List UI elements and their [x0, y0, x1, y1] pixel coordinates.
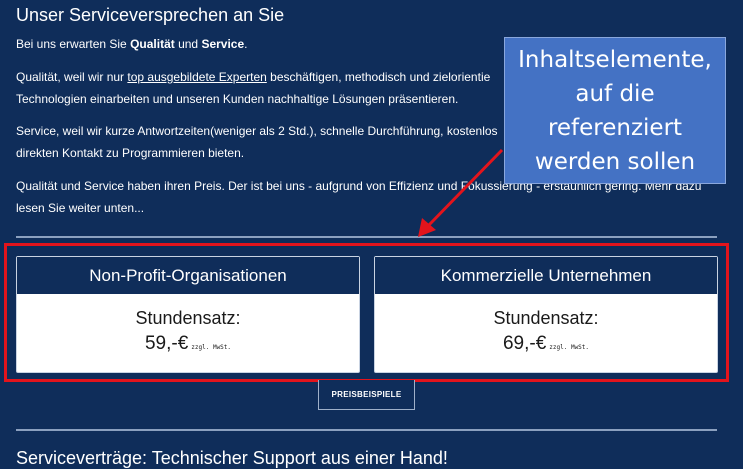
intro-text: .: [244, 37, 248, 51]
text: beschäftigen, methodisch und zielorienti…: [266, 70, 491, 84]
price-value: 69,-€: [502, 333, 547, 354]
pricing-card-commercial: Kommerzielle Unternehmen Stundensatz: 69…: [374, 256, 718, 373]
card-rate-label: Stundensatz:: [135, 308, 241, 328]
price-value: 59,-€: [144, 333, 189, 354]
card-title: Kommerzielle Unternehmen: [375, 257, 717, 294]
card-price: 69,-€ zzgl. MwSt.: [375, 333, 717, 355]
next-section-title: Serviceverträge: Technischer Support aus…: [16, 448, 448, 468]
card-rate-label: Stundensatz:: [493, 308, 599, 328]
pricing-card-nonprofit: Non-Profit-Organisationen Stundensatz: 5…: [16, 256, 360, 373]
divider: [16, 429, 717, 431]
intro-text: Bei uns erwarten Sie: [16, 37, 131, 51]
paragraph-service-line1: Service, weil wir kurze Antwortzeiten(we…: [16, 124, 498, 138]
divider: [16, 236, 717, 238]
annotation-text: Inhaltselemente, auf die referenziert we…: [518, 46, 712, 175]
experts-link[interactable]: top ausgebildete Experten: [127, 70, 267, 84]
intro-paragraph: Bei uns erwarten Sie Qualität und Servic…: [16, 37, 247, 51]
annotation-callout: Inhaltselemente, auf die referenziert we…: [504, 37, 726, 184]
card-title: Non-Profit-Organisationen: [17, 257, 359, 294]
intro-text: und: [174, 37, 202, 51]
paragraph-service-line2: direkten Kontakt zu Programmieren bieten…: [16, 146, 245, 160]
price-examples-button[interactable]: PREISBEISPIELE: [318, 380, 415, 410]
paragraph-quality-line2: Technologien einarbeiten und unseren Kun…: [16, 92, 459, 106]
paragraph-price-line2: lesen Sie weiter unten...: [16, 201, 145, 215]
vat-note: zzgl. MwSt.: [549, 344, 590, 351]
intro-bold-quality: Qualität: [130, 37, 175, 51]
card-price: 59,-€ zzgl. MwSt.: [17, 333, 359, 355]
arrow-line: [426, 148, 504, 228]
section-title: Unser Serviceversprechen an Sie: [16, 5, 285, 25]
text: Qualität, weil wir nur: [16, 70, 128, 84]
vat-note: zzgl. MwSt.: [191, 344, 232, 351]
intro-bold-service: Service: [201, 37, 245, 51]
paragraph-quality-line1: Qualität, weil wir nur top ausgebildete …: [16, 70, 490, 84]
arrow-head: [418, 218, 436, 237]
